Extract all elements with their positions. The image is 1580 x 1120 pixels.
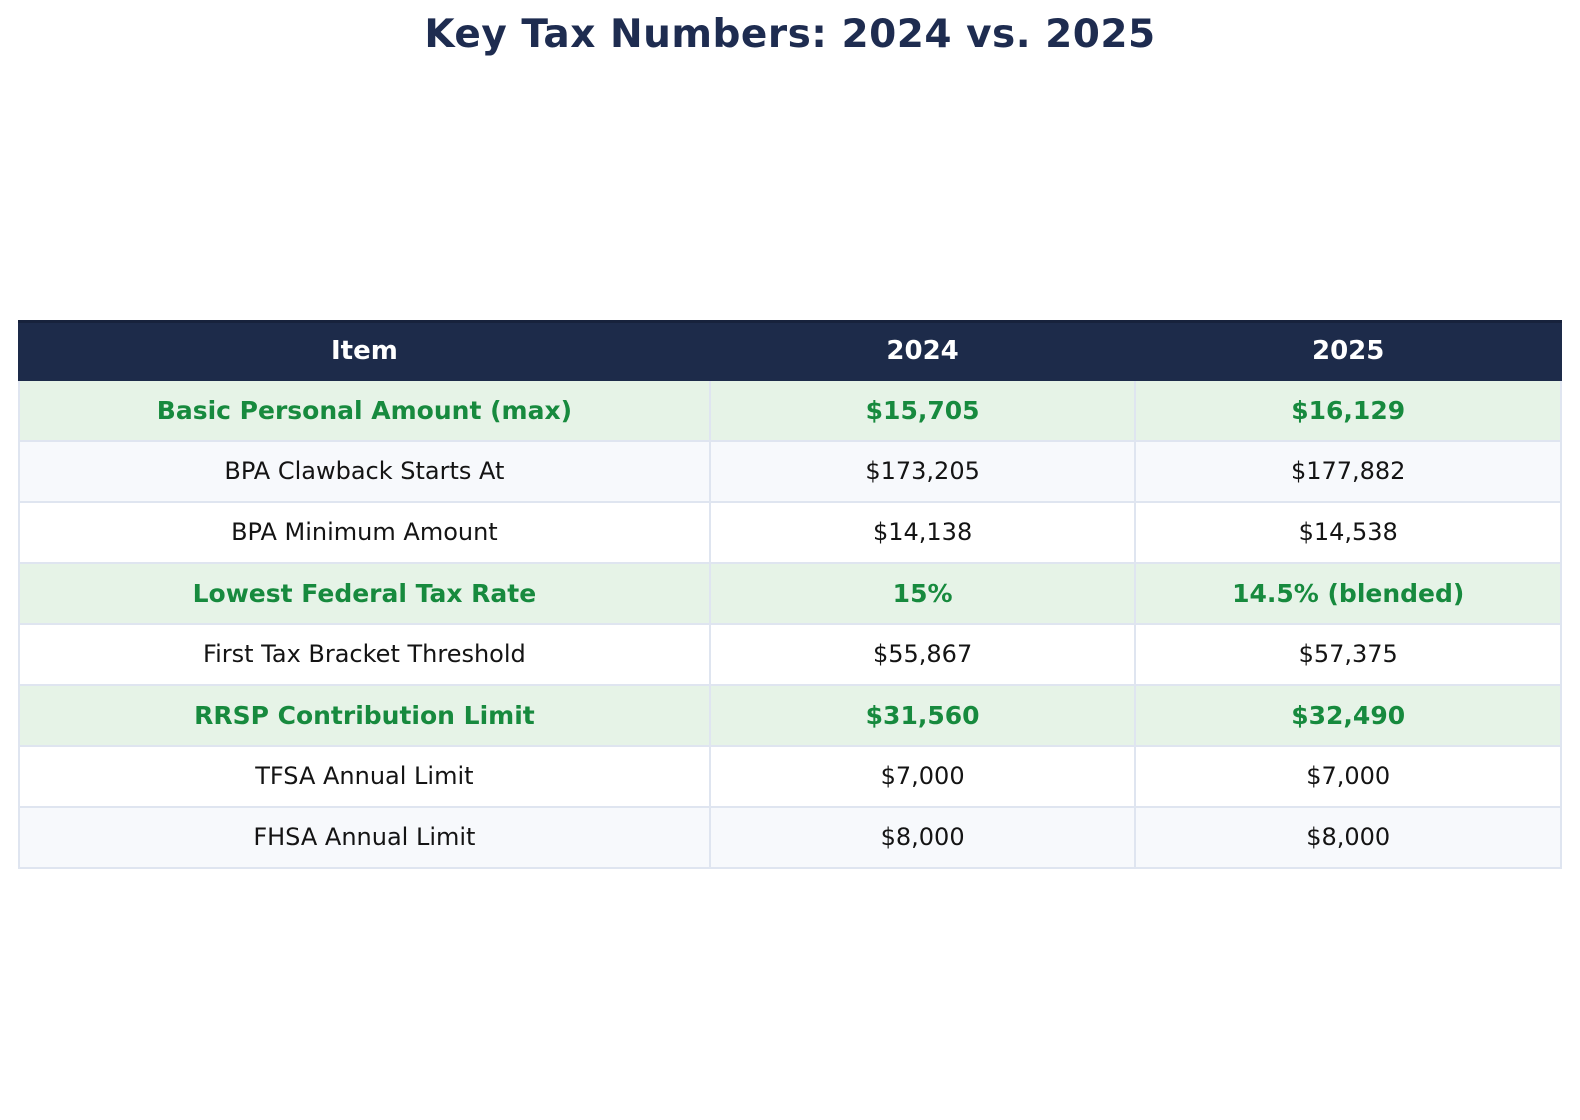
value-2025-cell: $8,000 xyxy=(1134,805,1562,869)
value-2024-cell: $7,000 xyxy=(708,744,1137,808)
table-row-first-tax-bracket: First Tax Bracket Threshold $55,867 $57,… xyxy=(18,622,1562,686)
item-cell: TFSA Annual Limit xyxy=(18,744,711,808)
value-2024-cell: $55,867 xyxy=(708,622,1137,686)
header-row: Item 2024 2025 xyxy=(18,320,1562,381)
value-2024-cell: $15,705 xyxy=(708,378,1137,442)
item-cell: Lowest Federal Tax Rate xyxy=(18,561,711,625)
value-2025-cell: $32,490 xyxy=(1134,683,1562,747)
value-2025-cell: 14.5% (blended) xyxy=(1134,561,1562,625)
item-cell: BPA Clawback Starts At xyxy=(18,439,711,503)
tax-table-container: Item 2024 2025 Basic Personal Amount (ma… xyxy=(18,320,1562,869)
tax-table: Item 2024 2025 Basic Personal Amount (ma… xyxy=(18,320,1562,869)
value-2025-cell: $7,000 xyxy=(1134,744,1562,808)
value-2024-cell: $14,138 xyxy=(708,500,1137,564)
column-header-item: Item xyxy=(18,320,711,381)
table-row-tfsa-limit: TFSA Annual Limit $7,000 $7,000 xyxy=(18,744,1562,808)
value-2024-cell: $31,560 xyxy=(708,683,1137,747)
table-row-fhsa-limit: FHSA Annual Limit $8,000 $8,000 xyxy=(18,805,1562,869)
value-2024-cell: 15% xyxy=(708,561,1137,625)
item-cell: Basic Personal Amount (max) xyxy=(18,378,711,442)
table-header: Item 2024 2025 xyxy=(18,320,1562,381)
table-row-lowest-federal-tax-rate: Lowest Federal Tax Rate 15% 14.5% (blend… xyxy=(18,561,1562,625)
column-header-2025: 2025 xyxy=(1134,320,1562,381)
value-2025-cell: $14,538 xyxy=(1134,500,1562,564)
table-row-rrsp-limit: RRSP Contribution Limit $31,560 $32,490 xyxy=(18,683,1562,747)
table-row-bpa-minimum: BPA Minimum Amount $14,138 $14,538 xyxy=(18,500,1562,564)
table-row-bpa-clawback: BPA Clawback Starts At $173,205 $177,882 xyxy=(18,439,1562,503)
item-cell: First Tax Bracket Threshold xyxy=(18,622,711,686)
table-row-basic-personal-amount: Basic Personal Amount (max) $15,705 $16,… xyxy=(18,378,1562,442)
value-2025-cell: $57,375 xyxy=(1134,622,1562,686)
item-cell: BPA Minimum Amount xyxy=(18,500,711,564)
value-2025-cell: $16,129 xyxy=(1134,378,1562,442)
page-title: Key Tax Numbers: 2024 vs. 2025 xyxy=(424,12,1156,57)
column-header-2024: 2024 xyxy=(708,320,1137,381)
table-body: Basic Personal Amount (max) $15,705 $16,… xyxy=(18,378,1562,869)
value-2025-cell: $177,882 xyxy=(1134,439,1562,503)
value-2024-cell: $8,000 xyxy=(708,805,1137,869)
item-cell: RRSP Contribution Limit xyxy=(18,683,711,747)
item-cell: FHSA Annual Limit xyxy=(18,805,711,869)
value-2024-cell: $173,205 xyxy=(708,439,1137,503)
